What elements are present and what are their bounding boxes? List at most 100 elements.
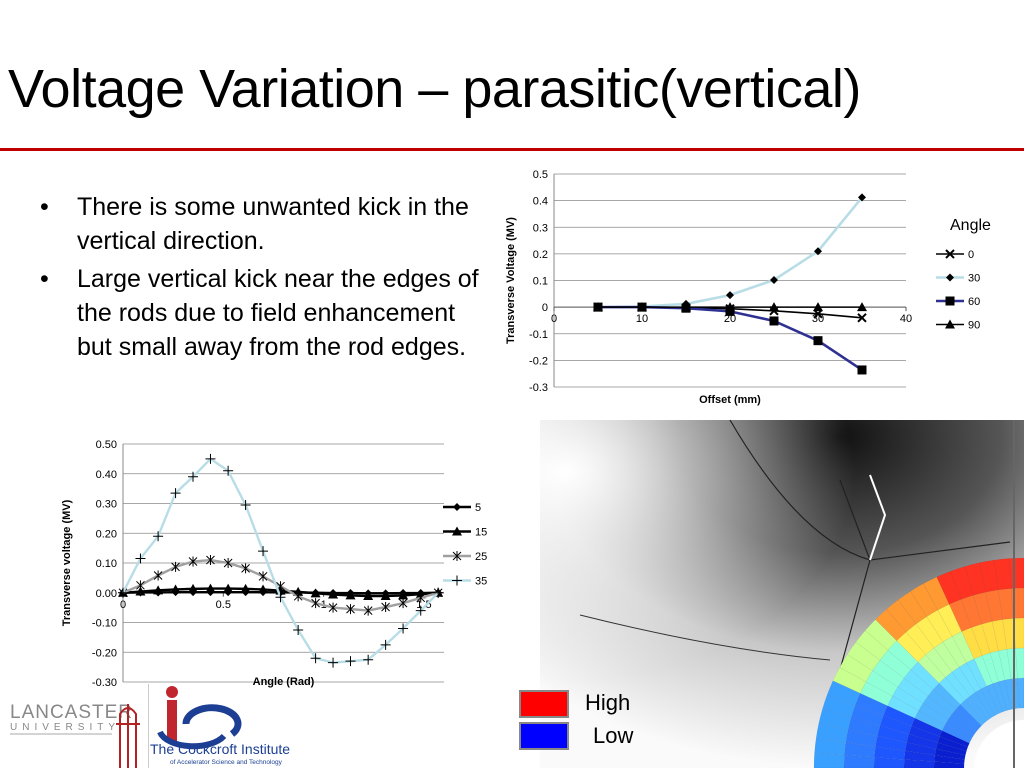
series-points-25 — [118, 555, 443, 616]
data-point — [769, 302, 779, 312]
x-axis-title: Angle (Rad) — [253, 676, 315, 688]
data-point — [275, 592, 286, 603]
bullet-marker: • — [40, 193, 49, 221]
cockcroft-logo-icon — [157, 686, 242, 750]
data-point — [363, 591, 374, 601]
y-tick-label: -0.30 — [92, 677, 117, 689]
data-point — [363, 654, 374, 665]
y-tick-label: 0.5 — [533, 169, 548, 181]
legend-entry-0: 0 — [936, 249, 974, 261]
field-cell — [981, 652, 999, 684]
field-cell — [923, 576, 950, 611]
field-cell — [875, 608, 907, 642]
field-cell — [910, 583, 939, 617]
data-point — [118, 587, 128, 598]
data-point — [857, 302, 867, 312]
bullet-item: • There is some unwanted kick in the ver… — [40, 190, 480, 258]
field-intensity-fan — [813, 557, 1024, 768]
data-point — [416, 592, 426, 603]
field-cell — [958, 662, 982, 693]
data-point — [857, 365, 867, 375]
field-cell — [815, 723, 849, 743]
data-point — [328, 602, 338, 613]
data-point — [258, 584, 269, 594]
field-cell — [917, 654, 946, 684]
data-point — [637, 302, 647, 312]
bullet-marker: • — [40, 265, 49, 293]
data-point — [346, 604, 355, 615]
y-tick-label: 0.1 — [533, 276, 548, 288]
x-axis-title: Offset (mm) — [699, 394, 761, 406]
data-point — [240, 499, 251, 510]
field-cell — [892, 686, 924, 711]
data-point — [363, 605, 373, 616]
data-point — [293, 591, 303, 602]
series-points-35 — [118, 453, 444, 668]
data-point — [725, 306, 735, 316]
data-point — [205, 453, 216, 464]
field-cell — [941, 724, 972, 744]
field-cell — [950, 566, 974, 600]
bullet-list: • There is some unwanted kick in the ver… — [40, 190, 480, 368]
x-tick-label: 40 — [900, 313, 912, 325]
y-tick-label: -0.2 — [529, 355, 548, 367]
legend-label: 25 — [475, 551, 487, 563]
data-point — [814, 247, 822, 256]
data-point — [381, 602, 390, 613]
x-tick-label: 0.5 — [216, 599, 231, 611]
data-point — [857, 313, 867, 323]
lancaster-logo-bottom: UNIVERSITY — [10, 722, 120, 733]
data-point — [188, 583, 199, 593]
footer-logos: LANCASTER UNIVERSITY The Cockcroft Insti… — [10, 684, 290, 768]
legend-marker — [945, 249, 955, 259]
data-point — [188, 556, 198, 567]
legend-marker — [945, 319, 955, 329]
data-point — [240, 583, 251, 593]
data-point — [170, 584, 181, 594]
field-cell — [832, 667, 867, 694]
data-point — [769, 316, 779, 326]
data-point — [380, 639, 391, 650]
y-tick-label: 0.30 — [96, 499, 117, 511]
data-point — [223, 465, 234, 476]
y-tick-label: -0.1 — [529, 329, 548, 341]
x-tick-label: 20 — [724, 313, 736, 325]
y-tick-label: 0.20 — [96, 528, 117, 540]
field-cell — [1008, 557, 1024, 589]
series-points-90 — [593, 302, 867, 312]
data-point — [415, 605, 426, 616]
offset-voltage-chart: -0.3-0.2-0.100.10.20.30.40.50 10 20 30 40Off… — [505, 169, 991, 406]
x-tick-label: 0 — [120, 599, 126, 611]
y-tick-label: -0.10 — [92, 618, 117, 630]
y-tick-label: -0.3 — [529, 382, 548, 394]
slide-title: Voltage Variation – parasitic(vertical) — [8, 59, 861, 119]
title-divider — [0, 148, 1024, 151]
legend-entry-5: 5 — [443, 502, 481, 514]
field-cell — [1017, 677, 1024, 709]
bullet-text: Large vertical kick near the edges of th… — [77, 265, 479, 361]
legend-entry-60: 60 — [936, 296, 980, 308]
data-point — [311, 598, 320, 609]
field-cell — [979, 559, 999, 593]
legend-label: 90 — [968, 320, 980, 332]
bullet-item: • Large vertical kick near the edges of … — [40, 262, 480, 364]
data-point — [223, 583, 234, 593]
low-color-swatch — [519, 722, 569, 750]
data-point — [681, 302, 691, 312]
low-label: Low — [593, 723, 634, 748]
field-cell — [874, 746, 906, 760]
cockcroft-name: The Cockcroft Institute — [150, 741, 290, 757]
field-cell — [964, 562, 987, 596]
data-point — [398, 598, 408, 609]
lancaster-logo-top: LANCASTER — [10, 702, 133, 723]
field-cell — [992, 681, 1008, 713]
data-point — [398, 623, 409, 634]
legend-marker — [452, 551, 462, 561]
field-cell — [951, 666, 976, 697]
x-tick-label: 10 — [636, 313, 648, 325]
data-point — [153, 531, 164, 542]
data-point — [171, 561, 180, 572]
data-point — [593, 302, 603, 312]
data-point — [726, 291, 734, 300]
y-tick-label: 0.40 — [96, 469, 117, 481]
